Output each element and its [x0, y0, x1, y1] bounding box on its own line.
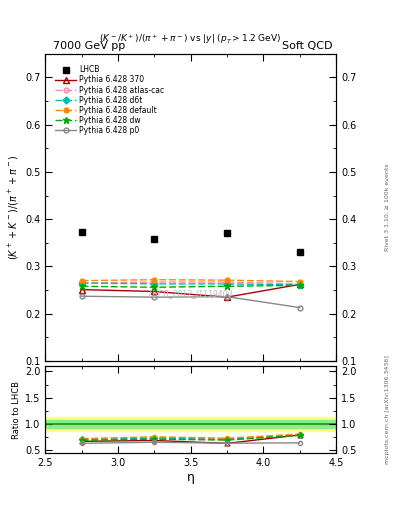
Line: Pythia 6.428 370: Pythia 6.428 370: [79, 282, 303, 300]
Pythia 6.428 p0: [225, 293, 230, 300]
Pythia 6.428 atlas-cac: [152, 279, 156, 285]
Pythia 6.428 atlas-cac: [225, 279, 230, 285]
Line: LHCB: LHCB: [78, 228, 303, 255]
Pythia 6.428 atlas-cac: [297, 281, 302, 287]
Line: Pythia 6.428 dw: Pythia 6.428 dw: [78, 282, 303, 291]
Pythia 6.428 default: [297, 279, 302, 285]
Text: mcplots.cern.ch [arXiv:1306.3436]: mcplots.cern.ch [arXiv:1306.3436]: [385, 355, 389, 464]
Line: Pythia 6.428 default: Pythia 6.428 default: [79, 277, 302, 284]
Pythia 6.428 370: [297, 281, 302, 287]
Line: Pythia 6.428 p0: Pythia 6.428 p0: [79, 294, 302, 310]
Pythia 6.428 default: [79, 278, 84, 284]
Y-axis label: Ratio to LHCB: Ratio to LHCB: [12, 380, 21, 439]
Pythia 6.428 dw: [152, 284, 156, 290]
Pythia 6.428 370: [225, 294, 230, 300]
LHCB: [297, 249, 302, 255]
Text: 7000 GeV pp: 7000 GeV pp: [53, 41, 125, 51]
X-axis label: η: η: [187, 471, 195, 484]
Pythia 6.428 dw: [297, 282, 302, 288]
Text: LHCB_2012_I1119400: LHCB_2012_I1119400: [149, 289, 233, 298]
Legend: LHCB, Pythia 6.428 370, Pythia 6.428 atlas-cac, Pythia 6.428 d6t, Pythia 6.428 d: LHCB, Pythia 6.428 370, Pythia 6.428 atl…: [52, 62, 167, 138]
Pythia 6.428 d6t: [225, 281, 230, 287]
Pythia 6.428 default: [152, 276, 156, 283]
Line: Pythia 6.428 d6t: Pythia 6.428 d6t: [79, 281, 302, 287]
Pythia 6.428 dw: [79, 283, 84, 289]
Text: Soft QCD: Soft QCD: [282, 41, 332, 51]
Pythia 6.428 d6t: [297, 282, 302, 288]
LHCB: [225, 230, 230, 237]
Text: $(K^-/K^+)/(\pi^++\pi^-)$ vs $|y|$ $(p_T > 1.2$ GeV): $(K^-/K^+)/(\pi^++\pi^-)$ vs $|y|$ $(p_T…: [99, 32, 282, 46]
Text: Rivet 3.1.10, ≥ 100k events: Rivet 3.1.10, ≥ 100k events: [385, 163, 389, 251]
Y-axis label: $(K^+ + K^-)/(\pi^+ + \pi^-)$: $(K^+ + K^-)/(\pi^+ + \pi^-)$: [7, 155, 21, 260]
Pythia 6.428 p0: [79, 293, 84, 300]
Pythia 6.428 d6t: [79, 280, 84, 286]
Pythia 6.428 p0: [297, 305, 302, 311]
Bar: [45, 417, 336, 431]
Line: Pythia 6.428 atlas-cac: Pythia 6.428 atlas-cac: [79, 280, 302, 286]
Pythia 6.428 p0: [152, 294, 156, 300]
Pythia 6.428 default: [225, 277, 230, 283]
Pythia 6.428 atlas-cac: [79, 280, 84, 286]
LHCB: [79, 229, 84, 235]
Bar: [45, 420, 336, 428]
Pythia 6.428 dw: [225, 283, 230, 289]
Pythia 6.428 370: [152, 288, 156, 294]
Pythia 6.428 d6t: [152, 281, 156, 287]
LHCB: [152, 236, 156, 242]
Pythia 6.428 370: [79, 287, 84, 293]
